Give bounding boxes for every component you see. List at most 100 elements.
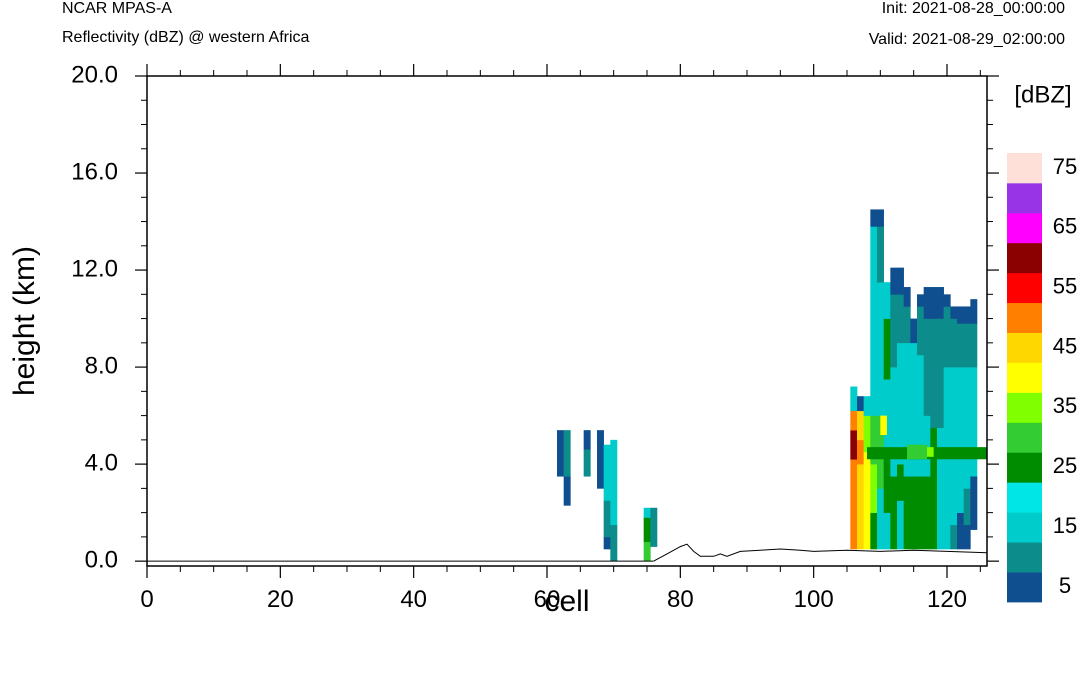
colorbar-label-3: 35 xyxy=(1053,393,1077,418)
colorbar-box-9 xyxy=(1007,302,1042,333)
reflectivity-cell-23-0 xyxy=(950,524,958,550)
reflectivity-cell-13-3 xyxy=(883,318,891,380)
terrain-line xyxy=(147,543,988,562)
plot-frame xyxy=(146,75,988,567)
reflectivity-cell-1-0 xyxy=(563,476,571,506)
colorbar-box-12 xyxy=(1007,212,1042,244)
reflectivity-cell-9-0 xyxy=(857,464,864,550)
colorbar-box-2 xyxy=(1007,512,1042,543)
reflectivity-cell-24-3 xyxy=(957,306,964,324)
reflectivity-cell-16-4 xyxy=(903,287,911,307)
colorbar-label-0: 5 xyxy=(1059,573,1071,598)
field-title: Reflectivity (dBZ) @ western Africa xyxy=(62,29,310,46)
x-axis-label: cell xyxy=(544,585,589,618)
colorbar-box-1 xyxy=(1007,542,1042,573)
reflectivity-cell-26-3 xyxy=(970,299,978,324)
reflectivity-cell-21-2 xyxy=(937,318,944,429)
reflectivity-cell-4-0 xyxy=(603,536,611,550)
reflectivity-cell-1-1 xyxy=(563,430,571,477)
reflectivity-cell-12-4 xyxy=(877,209,884,227)
reflectivity-cell-8-2 xyxy=(850,410,858,431)
x-tick-labels: 0 20 40 60 80 100 120 xyxy=(140,586,967,613)
reflectivity-cell-19-3 xyxy=(923,287,931,319)
reflectivity-cell-17-1 xyxy=(910,342,918,477)
colorbar-box-4 xyxy=(1007,452,1042,483)
reflectivity-cell-11-0 xyxy=(870,512,878,550)
reflectivity-cell-10-2 xyxy=(863,396,871,416)
reflectivity-cell-4-2 xyxy=(603,444,611,501)
colorbar-box-3 xyxy=(1007,482,1042,513)
reflectivity-band-3 xyxy=(880,415,887,436)
y-tick-labels: 0.0 4.0 8.0 12.0 16.0 20.0 xyxy=(71,61,118,573)
reflectivity-cell-16-1 xyxy=(903,476,911,526)
reflectivity-cell-9-3 xyxy=(857,396,864,412)
x-tick-label-4: 80 xyxy=(667,586,694,613)
colorbar: 5 15 25 35 45 55 65 75 xyxy=(1007,153,1077,603)
reflectivity-cell-9-2 xyxy=(857,410,864,441)
colorbar-label-1: 15 xyxy=(1053,513,1077,538)
reflectivity-cell-14-0 xyxy=(890,476,898,550)
reflectivity-cell-13-0 xyxy=(883,512,891,550)
reflectivity-cell-13-2 xyxy=(883,379,891,453)
reflectivity-cell-9-1 xyxy=(857,439,864,465)
reflectivity-cell-16-2 xyxy=(903,342,911,477)
reflectivity-cell-3-0 xyxy=(597,430,604,489)
reflectivity-cell-12-2 xyxy=(877,282,884,416)
reflectivity-cell-15-0 xyxy=(897,500,904,550)
reflectivity-cell-24-1 xyxy=(957,367,964,513)
reflectivity-cell-25-3 xyxy=(963,323,971,368)
y-tick-label-3: 12.0 xyxy=(71,255,118,282)
reflectivity-cell-17-2 xyxy=(910,318,918,344)
reflectivity-cell-11-4 xyxy=(870,209,878,227)
x-tick-label-3: 60 xyxy=(534,586,561,613)
reflectivity-cell-26-1 xyxy=(970,367,978,477)
reflectivity-cell-22-2 xyxy=(943,306,951,368)
reflectivity-cell-26-0 xyxy=(970,476,978,530)
colorbar-box-13 xyxy=(1007,182,1042,214)
reflectivity-cell-6-1 xyxy=(643,517,651,543)
reflectivity-cell-21-3 xyxy=(937,287,944,319)
reflectivity-cell-22-0 xyxy=(943,512,951,550)
y-tick-label-2: 8.0 xyxy=(85,352,118,379)
reflectivity-cell-18-3 xyxy=(917,294,924,307)
reflectivity-cell-24-2 xyxy=(957,323,964,368)
reflectivity-cell-11-1 xyxy=(870,464,878,513)
reflectivity-cell-21-0 xyxy=(937,488,944,550)
reflectivity-cell-19-1 xyxy=(923,415,931,477)
reflectivity-cell-0-0 xyxy=(557,430,564,477)
reflectivity-cell-15-2 xyxy=(897,342,904,465)
reflectivity-cell-11-3 xyxy=(870,226,878,416)
colorbar-box-14 xyxy=(1007,153,1042,184)
reflectivity-cell-10-0 xyxy=(863,451,871,550)
x-tick-label-5: 100 xyxy=(794,586,834,613)
reflectivity-cell-14-2 xyxy=(890,294,898,368)
axis-ticks xyxy=(135,64,999,578)
y-axis-label: height (km) xyxy=(8,246,41,396)
reflectivity-cell-24-0 xyxy=(957,512,964,550)
reflectivity-cell-8-3 xyxy=(850,386,858,412)
reflectivity-band-2 xyxy=(927,447,934,457)
colorbar-label-6: 65 xyxy=(1053,214,1077,239)
reflectivity-cell-25-1 xyxy=(963,488,971,526)
colorbar-unit: [dBZ] xyxy=(1014,81,1071,108)
reflectivity-cell-15-3 xyxy=(897,294,904,344)
reflectivity-cell-20-2 xyxy=(930,318,938,429)
colorbar-box-11 xyxy=(1007,242,1042,274)
reflectivity-cell-14-1 xyxy=(890,367,898,477)
reflectivity-cell-5-1 xyxy=(610,524,618,550)
colorbar-label-2: 25 xyxy=(1053,453,1077,478)
valid-time: Valid: 2021-08-29_02:00:00 xyxy=(868,31,1065,48)
reflectivity-cell-12-3 xyxy=(877,226,884,283)
colorbar-box-5 xyxy=(1007,422,1042,453)
init-time: Init: 2021-08-28_00:00:00 xyxy=(881,0,1065,17)
reflectivity-cell-10-1 xyxy=(863,415,871,453)
reflectivity-cell-20-0 xyxy=(930,476,938,550)
reflectivity-cell-11-2 xyxy=(870,415,878,465)
reflectivity-cell-6-2 xyxy=(643,507,651,518)
reflectivity-cell-19-2 xyxy=(923,318,931,416)
colorbar-box-7 xyxy=(1007,362,1042,393)
colorbar-box-6 xyxy=(1007,392,1042,423)
reflectivity-cell-25-0 xyxy=(963,524,971,550)
colorbar-box-0 xyxy=(1007,572,1042,603)
